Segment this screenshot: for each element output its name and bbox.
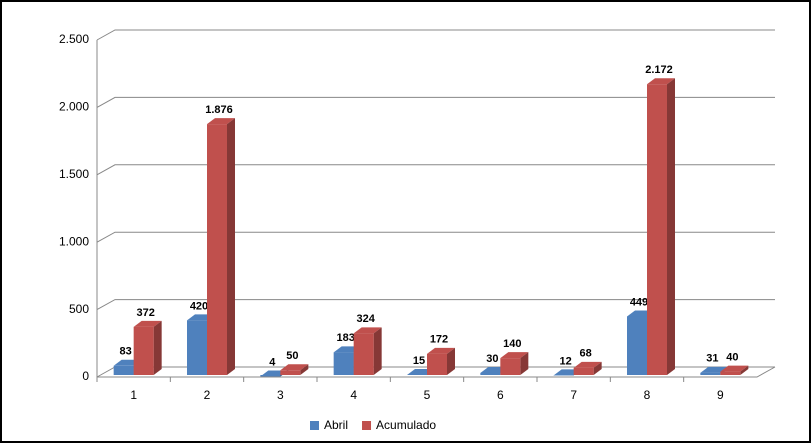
bar-side — [593, 361, 602, 375]
x-tick-label: 5 — [424, 388, 431, 402]
value-label: 40 — [726, 352, 738, 364]
grid-line — [96, 231, 775, 243]
x-tick-label: 8 — [644, 388, 651, 402]
x-tick-label: 4 — [350, 388, 357, 402]
y-tick-label: 500 — [69, 302, 89, 316]
value-label: 50 — [286, 350, 298, 362]
value-label: 83 — [120, 346, 132, 358]
y-tick-label: 0 — [82, 369, 89, 383]
y-tick-label: 2.000 — [59, 100, 89, 114]
value-label: 68 — [580, 348, 592, 360]
legend-label: Abril — [324, 418, 348, 432]
x-tick-label: 3 — [277, 388, 284, 402]
legend-swatch — [362, 421, 372, 430]
bar-top — [720, 365, 749, 372]
bar — [333, 352, 354, 375]
value-label: 31 — [706, 353, 718, 365]
bar-top — [500, 352, 529, 359]
x-tick-label: 6 — [497, 388, 504, 402]
bar-top — [133, 320, 162, 327]
bar — [500, 358, 521, 375]
legend-swatch — [310, 421, 319, 430]
y-tick-label: 2.500 — [59, 32, 89, 46]
bar-top — [427, 347, 455, 354]
bar-side — [373, 327, 382, 375]
grid-line — [96, 96, 775, 108]
bar-side — [447, 347, 455, 375]
value-label: 12 — [560, 355, 572, 367]
bar — [647, 84, 667, 375]
bar-top — [573, 361, 602, 368]
bar — [187, 320, 207, 375]
bar-side — [667, 78, 675, 375]
value-label: 420 — [190, 300, 208, 312]
bar — [207, 124, 227, 375]
bar — [113, 365, 134, 375]
bar-side — [740, 365, 749, 375]
bar — [133, 326, 154, 375]
value-label: 172 — [430, 334, 448, 346]
value-label: 15 — [413, 355, 425, 367]
x-tick-label: 7 — [570, 388, 577, 402]
grid-line — [96, 299, 775, 311]
bar-top — [207, 118, 235, 125]
bar — [353, 333, 374, 375]
legend-label: Acumulado — [376, 418, 436, 432]
bar — [700, 372, 721, 375]
value-label: 372 — [136, 307, 154, 319]
bar — [720, 371, 741, 375]
bar — [427, 353, 447, 375]
y-tick-label: 1.500 — [59, 167, 89, 181]
bar-side — [300, 364, 309, 375]
value-label: 1.876 — [205, 104, 233, 116]
x-tick-label: 9 — [717, 388, 724, 402]
x-tick-label: 2 — [204, 388, 211, 402]
bar-side — [227, 118, 235, 375]
value-label: 324 — [356, 313, 375, 325]
bar — [480, 372, 501, 375]
bar-side — [153, 320, 162, 375]
bar — [280, 370, 301, 375]
x-tick-label: 1 — [130, 388, 137, 402]
value-label: 449 — [630, 296, 648, 308]
value-label: 183 — [336, 332, 354, 344]
value-label: 140 — [503, 338, 521, 350]
value-label: 30 — [486, 353, 498, 365]
grid-line — [96, 29, 775, 41]
bar-top — [647, 78, 675, 85]
bar — [627, 316, 647, 375]
value-label: 4 — [269, 356, 276, 368]
value-label: 2.172 — [645, 64, 673, 76]
bar-top — [280, 364, 309, 371]
grid-line — [96, 164, 775, 176]
bar-side — [520, 352, 529, 375]
bar — [573, 367, 594, 375]
bar — [260, 375, 281, 377]
y-tick-label: 1.000 — [59, 234, 89, 248]
bar-top — [353, 327, 382, 334]
